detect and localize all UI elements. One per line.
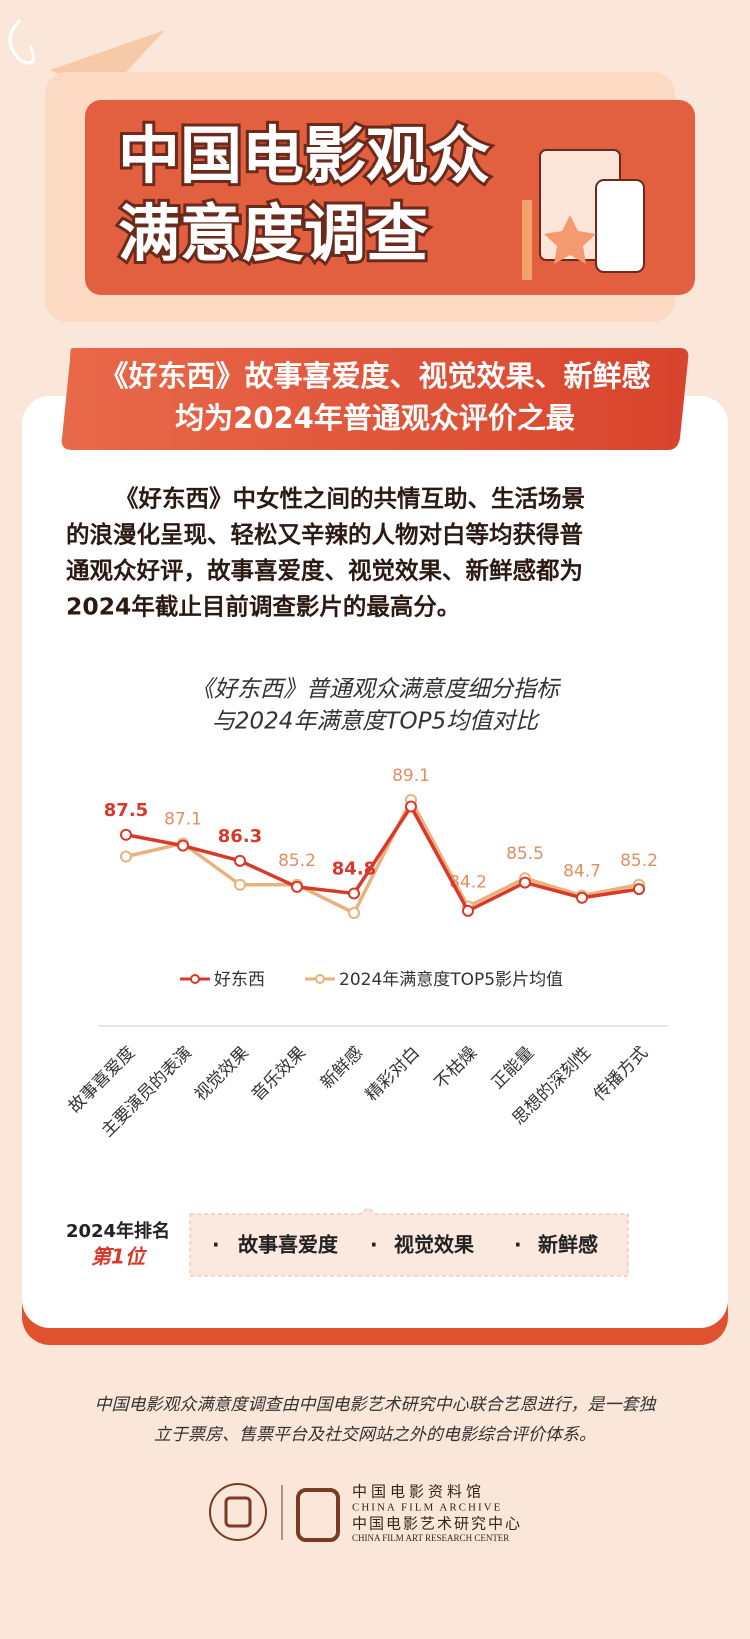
- org-names: 中国电影资料馆 CHINA FILM ARCHIVE 中国电影艺术研究中心 CH…: [352, 1483, 522, 1544]
- chart-title: 《好东西》普通观众满意度细分指标 与2024年满意度TOP5均值对比: [191, 677, 562, 735]
- headline-line: 《好东西》故事喜爱度、视觉效果、新鲜感: [99, 359, 650, 393]
- headline: 《好东西》故事喜爱度、视觉效果、新鲜感 均为2024年普通观众评价之最: [99, 359, 650, 435]
- series-line: [125, 798, 640, 915]
- ranking-box: [189, 1207, 629, 1277]
- chart-title-line: 《好东西》普通观众满意度细分指标: [191, 677, 562, 703]
- legend-label: 2024年满意度TOP5影片均值: [339, 970, 563, 990]
- value-label: 85.5: [506, 844, 544, 864]
- value-label: 86.3: [218, 826, 262, 847]
- value-label: 84.8: [332, 858, 376, 879]
- footer: 中国电影观众满意度调查由中国电影艺术研究中心联合艺恩进行，是一套独 立于票房、售…: [95, 1395, 658, 1445]
- point: [234, 854, 246, 867]
- value-label: 85.2: [278, 851, 316, 871]
- bullet: ·: [370, 1233, 378, 1257]
- bullet: ·: [514, 1233, 522, 1257]
- body-line: 的浪漫化呈现、轻松又辛辣的人物对白等均获得普: [66, 521, 583, 549]
- archive-logo: [296, 1488, 340, 1542]
- org-en: CHINA FILM ART RESEARCH CENTER: [352, 1533, 509, 1543]
- footer-line: 中国电影观众满意度调查由中国电影艺术研究中心联合艺恩进行，是一套独: [95, 1395, 658, 1415]
- body-line: 通观众好评，故事喜爱度、视觉效果、新鲜感都为: [66, 557, 583, 585]
- header-title-line: 满意度调查: [118, 197, 428, 270]
- legend-label: 好东西: [214, 970, 265, 990]
- point: [120, 850, 132, 863]
- ranking-item: 视觉效果: [394, 1233, 474, 1257]
- org-cn: 中国电影艺术研究中心: [352, 1515, 522, 1533]
- point: [462, 904, 474, 917]
- ranking-item: 新鲜感: [538, 1233, 598, 1257]
- chart-title-line: 与2024年满意度TOP5均值对比: [212, 709, 540, 735]
- value-label: 84.7: [563, 862, 601, 882]
- point: [348, 887, 360, 900]
- ranking-rank: 第1位: [91, 1245, 148, 1269]
- point: [291, 880, 303, 893]
- bullet: ·: [212, 1233, 220, 1257]
- point: [519, 876, 531, 889]
- value-label: 89.1: [392, 766, 430, 786]
- point: [576, 891, 588, 904]
- icon-pencil: [522, 200, 532, 280]
- point: [120, 828, 132, 841]
- org-cn: 中国电影资料馆: [352, 1483, 485, 1501]
- icon-phone: [595, 179, 645, 273]
- legend-swatch: [190, 974, 200, 984]
- ranking-item: 故事喜爱度: [238, 1233, 339, 1257]
- seal-logo-mark: [224, 1496, 252, 1528]
- value-label: 87.5: [104, 800, 148, 821]
- org-en: CHINA FILM ARCHIVE: [352, 1502, 502, 1514]
- ranking-label: 2024年排名: [66, 1220, 170, 1242]
- value-label: 87.1: [164, 809, 202, 829]
- body-line: 2024年截止目前调查影片的最高分。: [66, 593, 460, 621]
- footer-line: 立于票房、售票平台及社交网站之外的电影综合评价体系。: [154, 1425, 596, 1445]
- point: [234, 878, 246, 891]
- decor-swirl: [8, 18, 35, 65]
- point: [633, 883, 645, 896]
- series-line: [125, 804, 640, 913]
- header-title: 中国电影观众 满意度调查: [115, 116, 493, 273]
- seal-logo: [209, 1483, 267, 1541]
- point: [348, 907, 360, 919]
- header-title-line: 中国电影观众: [118, 119, 490, 192]
- icon-star: [544, 215, 596, 264]
- legend-swatch: [315, 974, 325, 984]
- body: 《好东西》中女性之间的共情互助、生活场景 的浪漫化呈现、轻松又辛辣的人物对白等均…: [66, 485, 585, 621]
- headline-line: 均为2024年普通观众评价之最: [175, 401, 575, 435]
- point: [177, 839, 189, 852]
- ranking-items: · 故事喜爱度 · 视觉效果 · 新鲜感: [212, 1233, 598, 1257]
- body-line: 《好东西》中女性之间的共情互助、生活场景: [115, 485, 585, 513]
- value-label: 84.2: [449, 872, 487, 892]
- headline-band: [61, 348, 689, 450]
- point: [405, 800, 417, 813]
- value-label: 85.2: [620, 851, 658, 871]
